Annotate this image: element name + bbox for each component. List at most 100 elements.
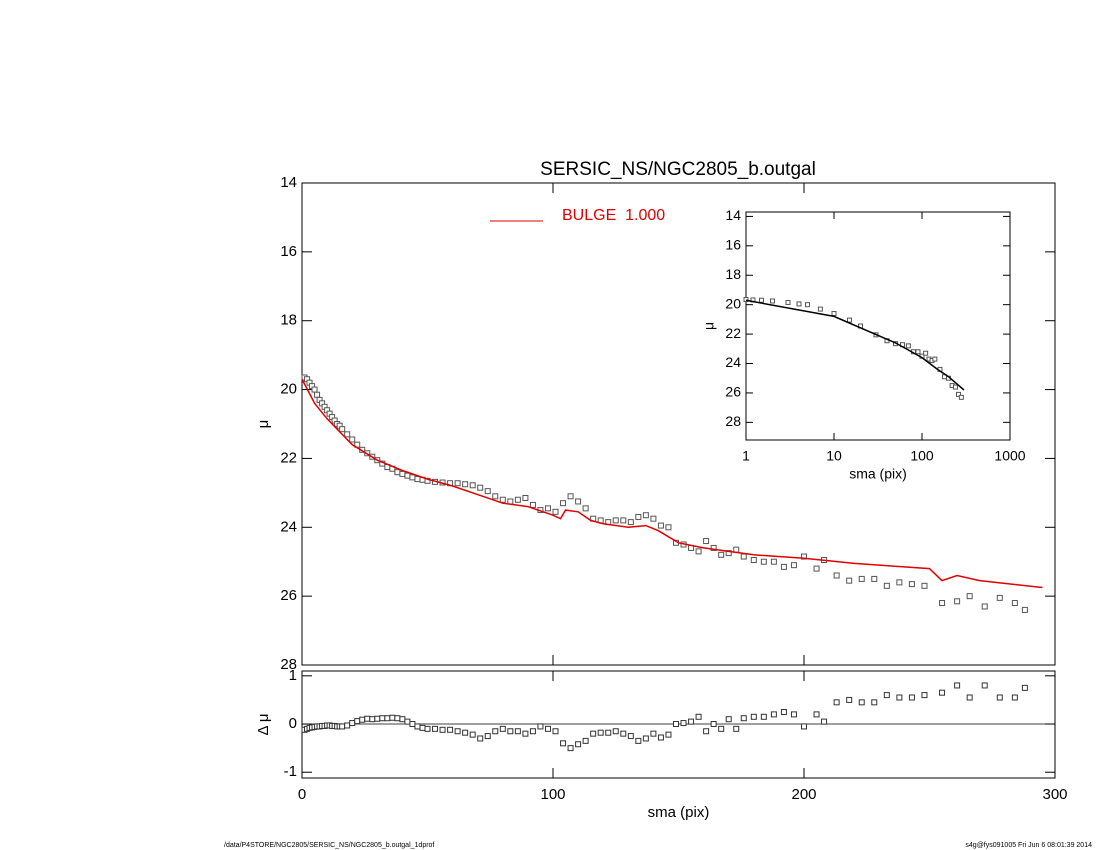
- data-point: [915, 349, 921, 355]
- data-point: [522, 730, 529, 737]
- data-point: [567, 493, 574, 500]
- data-point: [1021, 684, 1028, 691]
- data-point: [939, 689, 946, 696]
- y-tick-label: 24: [280, 518, 297, 535]
- data-point: [627, 733, 634, 740]
- data-point: [339, 426, 346, 433]
- data-point: [522, 495, 529, 502]
- data-point: [339, 723, 346, 730]
- data-point: [389, 714, 396, 721]
- y-tick-label: 16: [280, 243, 297, 260]
- model-line: [745, 299, 965, 391]
- data-point: [966, 593, 973, 600]
- y-tick-label: 28: [280, 656, 297, 673]
- data-point: [575, 498, 582, 505]
- data-point: [710, 721, 717, 728]
- y-tick-label: 14: [280, 174, 297, 191]
- y-tick-label: 24: [725, 354, 741, 370]
- legend-label: BULGE 1.000: [562, 207, 665, 224]
- x-axis-label: sma (pix): [849, 466, 907, 482]
- chart-title: SERSIC_NS/NGC2805_b.outgal: [540, 159, 816, 180]
- data-point: [996, 694, 1003, 701]
- data-point: [923, 350, 929, 356]
- data-point: [590, 730, 597, 737]
- data-point: [725, 550, 732, 557]
- data-point: [769, 298, 775, 304]
- x-tick-label: 1: [742, 448, 750, 464]
- data-point: [484, 488, 491, 495]
- data-point: [695, 713, 702, 720]
- data-point: [758, 297, 764, 303]
- data-point: [364, 715, 371, 722]
- data-point: [1011, 694, 1018, 701]
- data-point: [399, 470, 406, 477]
- y-tick-label: 0: [289, 715, 297, 732]
- data-point: [740, 553, 747, 560]
- data-point: [871, 699, 878, 706]
- data-point: [780, 708, 787, 715]
- data-point: [404, 472, 411, 479]
- data-point: [635, 737, 642, 744]
- x-tick-label: 300: [1042, 786, 1067, 803]
- data-point: [710, 544, 717, 551]
- data-point: [477, 735, 484, 742]
- data-point: [409, 721, 416, 728]
- data-point: [344, 722, 351, 729]
- data-point: [394, 469, 401, 476]
- data-point: [454, 480, 461, 487]
- data-point: [846, 696, 853, 703]
- data-point: [484, 733, 491, 740]
- data-point: [414, 476, 421, 483]
- data-point: [544, 505, 551, 512]
- y-axis-label: Δ μ: [255, 713, 272, 735]
- x-tick-label: 0: [298, 786, 306, 803]
- data-point: [657, 522, 664, 529]
- data-point: [359, 716, 366, 723]
- data-point: [469, 482, 476, 489]
- data-point: [419, 724, 426, 731]
- data-point: [966, 694, 973, 701]
- data-point: [958, 394, 964, 400]
- data-point: [567, 745, 574, 752]
- data-point: [871, 575, 878, 582]
- data-point: [805, 302, 811, 308]
- data-point: [817, 306, 823, 312]
- x-axis-label: sma (pix): [648, 804, 710, 821]
- data-point: [981, 682, 988, 689]
- model-line: [301, 378, 1043, 589]
- data-point: [956, 391, 962, 397]
- data-point: [760, 558, 767, 565]
- data-point: [575, 741, 582, 748]
- data-point: [725, 716, 732, 723]
- data-point: [833, 699, 840, 706]
- data-point: [507, 728, 514, 735]
- data-point: [514, 728, 521, 735]
- data-point: [846, 577, 853, 584]
- y-tick-label: 20: [725, 295, 741, 311]
- data-point: [801, 723, 807, 730]
- data-point: [439, 726, 446, 733]
- data-point: [560, 500, 567, 507]
- y-tick-label: 18: [280, 312, 297, 329]
- data-point: [921, 582, 928, 589]
- data-point: [404, 718, 411, 725]
- data-point: [657, 734, 664, 741]
- footer-right: s4g@fys091005 Fri Jun 6 08:01:39 2014: [965, 842, 1092, 849]
- data-point: [492, 728, 499, 735]
- data-point: [780, 563, 787, 570]
- data-point: [718, 725, 725, 732]
- data-point: [612, 728, 619, 735]
- data-point: [424, 725, 431, 732]
- data-point: [833, 572, 840, 579]
- y-tick-label: 28: [725, 413, 741, 429]
- data-point: [424, 477, 431, 484]
- data-point: [790, 711, 797, 718]
- data-point: [642, 512, 649, 519]
- data-point: [939, 600, 946, 607]
- data-point: [635, 513, 642, 520]
- data-point: [665, 524, 672, 531]
- data-point: [695, 548, 702, 555]
- data-point: [409, 474, 416, 481]
- data-point: [344, 431, 351, 438]
